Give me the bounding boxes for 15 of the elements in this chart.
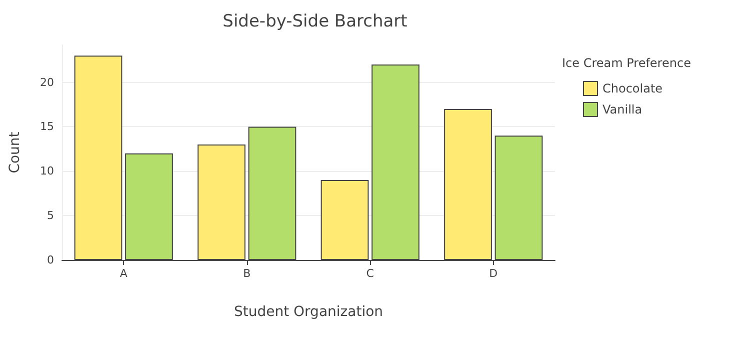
chart-title: Side-by-Side Barchart (222, 12, 408, 32)
y-axis-title: Count (7, 131, 23, 174)
y-tick-label: 5 (47, 209, 54, 222)
x-tick-label: C (366, 267, 374, 280)
x-axis-title: Student Organization (234, 304, 384, 320)
y-tick-label: 0 (47, 254, 54, 266)
y-tick-label: 15 (40, 120, 54, 134)
x-tick-label: B (243, 267, 251, 280)
y-tick-label: 10 (40, 164, 54, 178)
y-tick-label: 20 (40, 76, 54, 89)
x-tick-label: D (489, 267, 498, 280)
x-tick-label: A (120, 267, 128, 280)
legend-label: Chocolate (602, 82, 663, 96)
legend-label: Vanilla (602, 102, 642, 116)
legend-title: Ice Cream Preference (562, 56, 691, 70)
